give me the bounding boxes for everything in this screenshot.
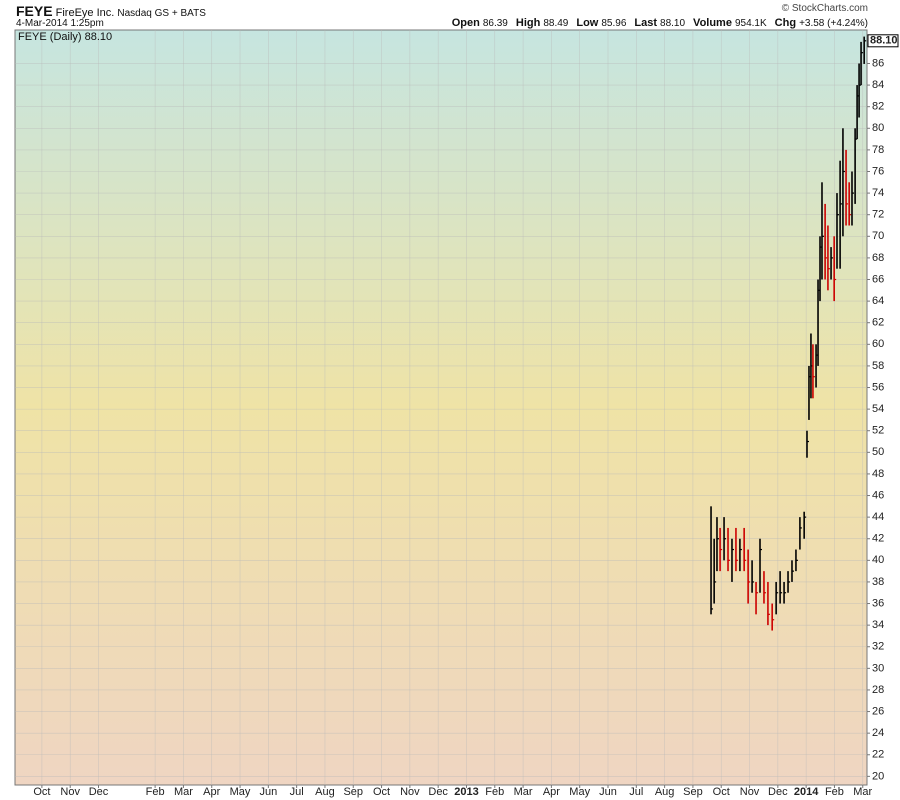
stat-value: 954.1K — [734, 18, 767, 29]
stats: Open 86.39 High 88.49 Low 85.96 Last 88.10 Volum… — [444, 17, 868, 29]
x-tick-label: Nov — [400, 786, 420, 798]
y-tick-label: 86 — [872, 57, 884, 69]
y-tick-label: 56 — [872, 381, 884, 393]
x-tick-label: May — [230, 786, 251, 798]
credit: © StockCharts.com — [781, 3, 868, 14]
y-tick-label: 70 — [872, 230, 884, 242]
y-tick-label: 82 — [872, 101, 884, 113]
y-tick-label: 40 — [872, 554, 884, 566]
y-tick-label: 28 — [872, 684, 884, 696]
stat-label: Last — [634, 17, 658, 29]
last-price-label: 88.10 — [870, 35, 898, 47]
y-tick-label: 42 — [872, 533, 884, 545]
plot-area — [14, 29, 868, 786]
y-tick-label: 22 — [872, 749, 884, 761]
x-tick-label: 2014 — [794, 786, 819, 798]
timestamp: 4-Mar-2014 1:25pm — [16, 18, 104, 29]
x-tick-label: 2013 — [454, 786, 478, 798]
y-tick-label: 74 — [872, 187, 884, 199]
y-tick-label: 34 — [872, 619, 884, 631]
x-tick-label: Sep — [343, 786, 363, 798]
y-tick-label: 64 — [872, 295, 884, 307]
y-tick-label: 54 — [872, 403, 884, 415]
x-tick-label: May — [569, 786, 590, 798]
y-tick-label: 26 — [872, 705, 884, 717]
x-tick-label: Mar — [174, 786, 193, 798]
y-tick-label: 80 — [872, 122, 884, 134]
x-tick-label: Mar — [514, 786, 533, 798]
stat-value: 86.39 — [482, 18, 508, 29]
y-tick-label: 36 — [872, 597, 884, 609]
y-tick-label: 60 — [872, 338, 884, 350]
legend-last: 88.10 — [84, 31, 113, 43]
y-tick-label: 24 — [872, 727, 884, 739]
stat-label: Open — [451, 17, 480, 29]
x-tick-label: Apr — [543, 786, 560, 798]
y-tick-label: 48 — [872, 468, 884, 480]
y-tick-label: 46 — [872, 489, 884, 501]
y-tick-label: 52 — [872, 425, 884, 437]
y-tick-label: 62 — [872, 317, 884, 329]
y-tick-label: 78 — [872, 144, 884, 156]
x-tick-label: Apr — [203, 786, 220, 798]
x-tick-label: Jul — [290, 786, 304, 798]
x-tick-label: Jul — [629, 786, 643, 798]
legend-label: FEYE (Daily) — [18, 31, 82, 43]
x-tick-label: Dec — [428, 786, 448, 798]
legend: FEYE (Daily) 88.10 — [18, 31, 112, 43]
stat-label: Low — [576, 17, 599, 29]
y-tick-label: 68 — [872, 252, 884, 264]
stat-value: 88.49 — [543, 18, 569, 29]
symbol: FEYE — [16, 3, 53, 19]
y-tick-label: 58 — [872, 360, 884, 372]
stat-label: Chg — [774, 17, 797, 29]
stat-label: Volume — [693, 17, 732, 29]
y-tick-label: 66 — [872, 273, 884, 285]
y-tick-label: 72 — [872, 209, 884, 221]
exchange: Nasdaq GS + BATS — [117, 8, 206, 19]
x-tick-label: Nov — [740, 786, 760, 798]
x-tick-label: Dec — [768, 786, 788, 798]
x-tick-label: Dec — [89, 786, 109, 798]
x-tick-label: Aug — [315, 786, 335, 798]
x-tick-label: Oct — [713, 786, 730, 798]
stat-label: High — [515, 17, 541, 29]
company: FireEye Inc. — [55, 7, 115, 19]
y-tick-label: 84 — [872, 79, 884, 91]
stat-value: 88.10 — [660, 18, 686, 29]
x-tick-label: Feb — [485, 786, 504, 798]
y-tick-label: 32 — [872, 641, 884, 653]
last-price-tag — [867, 34, 899, 48]
x-tick-label: Aug — [655, 786, 675, 798]
stat-value: 85.96 — [601, 18, 627, 29]
x-tick-label: Nov — [60, 786, 80, 798]
stat-value: +3.58 (+4.24%) — [799, 18, 868, 29]
y-tick-label: 38 — [872, 576, 884, 588]
x-tick-label: Oct — [373, 786, 390, 798]
x-tick-label: Feb — [146, 786, 165, 798]
x-tick-label: Jun — [599, 786, 617, 798]
x-tick-label: Mar — [853, 786, 872, 798]
y-tick-label: 50 — [872, 446, 884, 458]
x-tick-label: Oct — [33, 786, 50, 798]
x-tick-label: Jun — [259, 786, 277, 798]
x-tick-label: Feb — [825, 786, 844, 798]
y-tick-label: 30 — [872, 662, 884, 674]
y-tick-label: 20 — [872, 770, 884, 782]
y-tick-label: 44 — [872, 511, 884, 523]
x-tick-label: Sep — [683, 786, 703, 798]
y-tick-label: 76 — [872, 165, 884, 177]
title-line: FEYE FireEye Inc. Nasdaq GS + BATS — [16, 3, 206, 19]
